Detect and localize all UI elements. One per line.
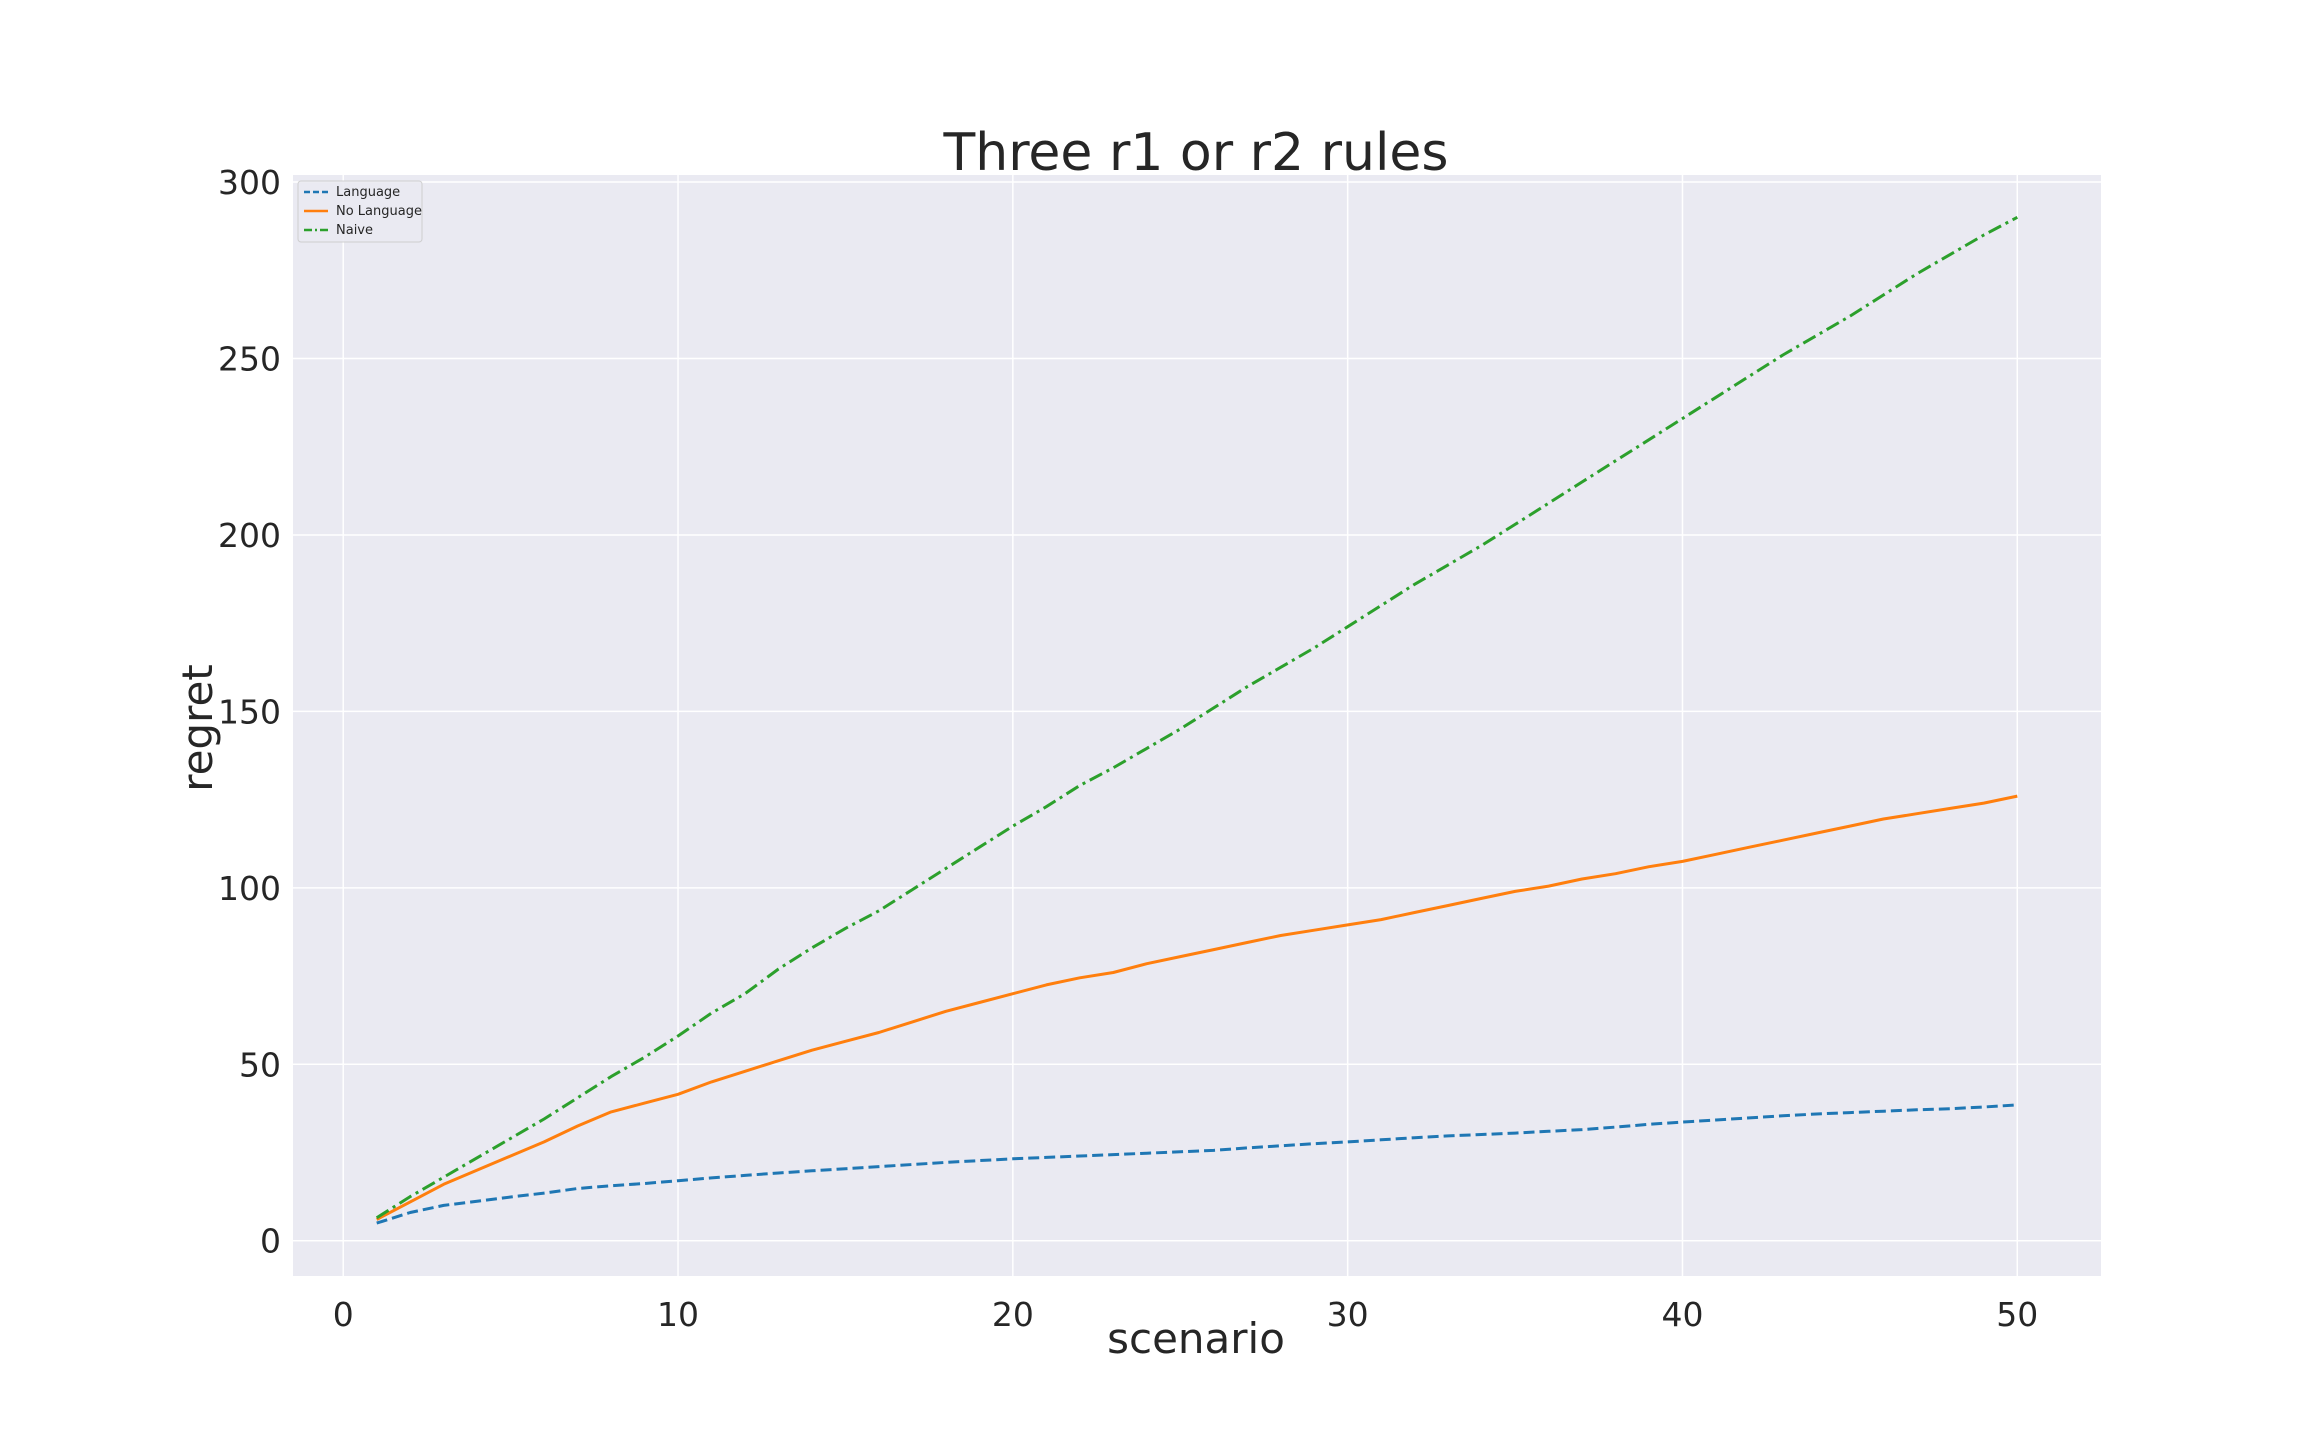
- x-tick-label: 50: [1996, 1295, 2038, 1334]
- x-tick-label: 0: [333, 1295, 354, 1334]
- legend-label: Naive: [336, 223, 373, 238]
- x-tick-label: 40: [1661, 1295, 1703, 1334]
- legend: Language No Language Naive: [297, 180, 423, 243]
- x-tick-label: 20: [992, 1295, 1034, 1334]
- legend-box: [297, 180, 423, 243]
- series-line-language: [376, 1103, 2018, 1225]
- y-tick-label: 250: [218, 340, 281, 379]
- series-line-naive: [375, 215, 2019, 1220]
- y-tick-label: 200: [218, 516, 281, 555]
- x-tick-labels: 0 10 20 30 40 50: [333, 1295, 2039, 1334]
- y-tick-label: 0: [260, 1222, 281, 1261]
- x-axis-label: scenario: [1107, 1314, 1285, 1363]
- legend-label: Language: [336, 185, 400, 200]
- plot-background: [293, 175, 2101, 1276]
- grid: [293, 175, 2101, 1276]
- series-line-no-language: [376, 794, 2018, 1221]
- legend-label: No Language: [336, 204, 422, 219]
- y-tick-label: 100: [218, 869, 281, 908]
- x-tick-label: 30: [1327, 1295, 1369, 1334]
- series-layer: [375, 215, 2019, 1225]
- y-tick-label: 300: [218, 163, 281, 202]
- y-tick-label: 50: [239, 1045, 281, 1084]
- y-axis-label: regret: [173, 664, 222, 792]
- y-tick-labels: 0 50 100 150 200 250 300: [218, 163, 281, 1261]
- y-tick-label: 150: [218, 692, 281, 731]
- x-tick-label: 10: [657, 1295, 699, 1334]
- chart-title: Three r1 or r2 rules: [942, 123, 1448, 183]
